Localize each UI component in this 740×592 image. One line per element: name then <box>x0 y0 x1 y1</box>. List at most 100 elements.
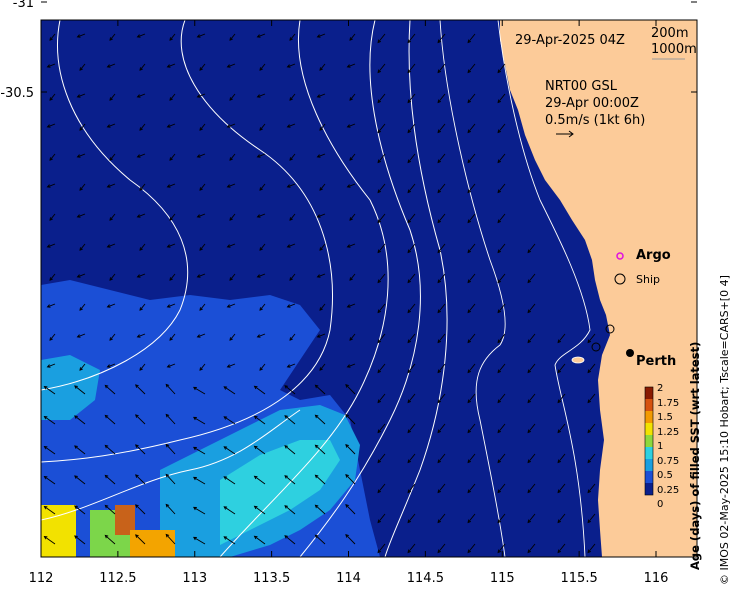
current-arrow <box>407 243 416 253</box>
current-arrowhead <box>467 519 472 524</box>
current-arrowhead <box>314 474 319 479</box>
current-arrow <box>437 423 446 433</box>
current-arrow <box>467 483 476 493</box>
current-arrowhead <box>377 519 382 524</box>
current-arrowhead <box>314 444 319 449</box>
current-arrow <box>289 33 296 41</box>
current-arrow <box>527 393 536 403</box>
current-arrow <box>377 513 386 523</box>
current-arrowhead <box>497 429 502 434</box>
current-arrow <box>317 213 326 218</box>
current-arrowhead <box>229 337 233 341</box>
current-arrow <box>497 393 506 403</box>
current-arrow <box>497 513 506 523</box>
current-arrow <box>349 153 356 161</box>
current-arrow <box>47 123 56 128</box>
current-arrow <box>169 153 176 161</box>
current-arrowhead <box>557 489 562 494</box>
current-arrowhead <box>467 279 472 284</box>
current-arrowhead <box>349 337 353 341</box>
contour-legend-1000m: 1000m <box>651 42 697 57</box>
current-arrowhead <box>407 429 412 434</box>
current-arrow <box>165 384 176 395</box>
current-arrowhead <box>345 414 349 418</box>
current-arrowhead <box>199 247 203 251</box>
ship-track-marker <box>591 342 601 352</box>
current-arrowhead <box>349 217 353 221</box>
current-arrow <box>497 333 506 343</box>
current-arrow <box>44 416 56 425</box>
current-arrow <box>105 415 116 425</box>
current-arrowhead <box>169 97 173 101</box>
current-arrowhead <box>196 274 201 278</box>
current-arrow <box>284 535 296 545</box>
current-arrow <box>557 453 566 463</box>
plot-frame <box>40 19 698 558</box>
colorbar-tick-label: 0.25 <box>657 485 679 496</box>
current-arrow <box>289 93 296 101</box>
current-arrow <box>167 63 176 68</box>
current-arrow <box>257 33 266 38</box>
colorbar-segment <box>645 435 653 447</box>
current-arrowhead <box>557 459 562 464</box>
current-arrow <box>77 273 86 278</box>
current-arrow <box>135 384 146 395</box>
current-arrowhead <box>193 536 197 541</box>
current-arrow <box>317 153 326 158</box>
current-arrowhead <box>527 459 532 464</box>
current-arrowhead <box>437 129 442 134</box>
argo-marker-icon <box>616 252 624 260</box>
current-arrowhead <box>259 127 263 131</box>
current-arrow <box>407 363 416 373</box>
x-tick-label: 112.5 <box>99 571 136 586</box>
current-arrow <box>407 423 416 433</box>
current-arrowhead <box>136 334 141 338</box>
current-arrowhead <box>74 535 78 539</box>
current-arrowhead <box>199 367 203 371</box>
current-arrowhead <box>407 489 412 494</box>
current-arrow <box>197 153 206 158</box>
current-arrowhead <box>437 39 442 44</box>
current-arrowhead <box>289 157 293 161</box>
current-arrowhead <box>587 489 592 494</box>
current-arrow <box>497 543 506 553</box>
current-arrowhead <box>437 549 442 554</box>
current-arrow <box>229 93 236 101</box>
current-arrowhead <box>407 369 412 374</box>
current-arrow <box>317 93 326 98</box>
current-arrow <box>109 153 116 161</box>
current-arrow <box>345 384 356 395</box>
current-arrowhead <box>166 304 171 308</box>
colorbar-segment <box>645 411 653 423</box>
scale-arrow-icon <box>556 130 574 138</box>
current-arrow <box>377 483 386 493</box>
current-arrowhead <box>289 97 293 101</box>
current-arrow <box>347 363 356 368</box>
current-arrowhead <box>259 247 263 251</box>
current-arrow <box>259 303 266 311</box>
x-tick-label: 113.5 <box>253 571 290 586</box>
current-arrowhead <box>319 367 323 371</box>
current-arrow <box>437 183 446 193</box>
current-arrow <box>349 93 356 101</box>
colorbar-title: Age (days) of filled SST (wrt latest) <box>688 342 702 570</box>
colorbar-tick-label: 1.75 <box>657 398 679 409</box>
current-arrowhead <box>169 277 173 281</box>
current-arrowhead <box>223 446 228 450</box>
x-tick-label: 112 <box>29 571 54 586</box>
current-arrow <box>587 543 596 553</box>
current-arrowhead <box>135 534 139 538</box>
current-arrowhead <box>139 307 143 311</box>
current-arrow <box>44 506 56 515</box>
current-arrow <box>467 453 476 463</box>
currents-time-label: 29-Apr 00:00Z <box>545 96 639 111</box>
current-arrow <box>169 333 176 341</box>
current-arrowhead <box>109 337 113 341</box>
current-arrowhead <box>437 309 442 314</box>
current-arrow <box>349 333 356 341</box>
current-arrowhead <box>223 476 228 480</box>
current-arrow <box>467 513 476 523</box>
ship-track-marker <box>605 324 615 334</box>
current-arrow <box>377 243 386 253</box>
current-arrow <box>109 93 116 101</box>
